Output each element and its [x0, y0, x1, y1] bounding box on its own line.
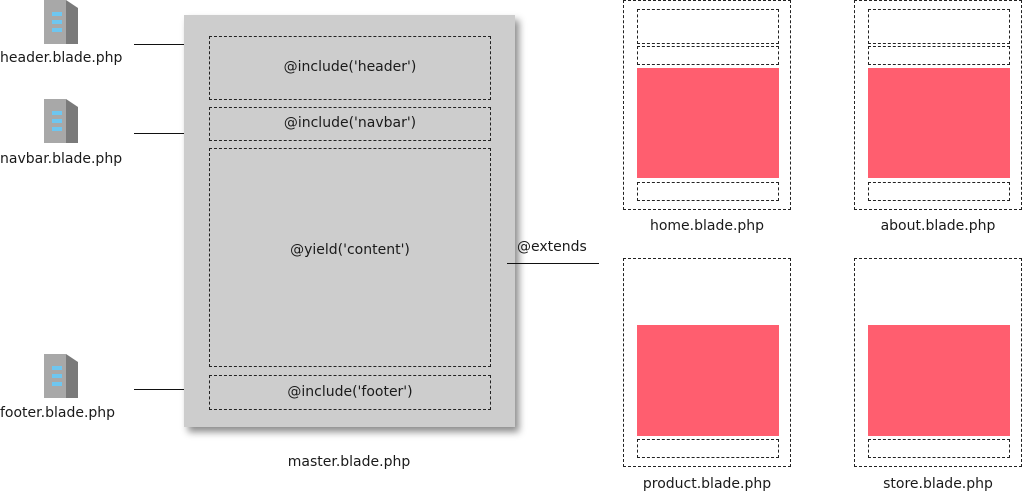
page-header-slot — [868, 9, 1010, 44]
navbar-slot-label: @include('navbar') — [283, 115, 417, 131]
header-connector — [134, 44, 198, 45]
page-header-slot — [637, 9, 779, 44]
home-page-label: home.blade.php — [649, 218, 765, 234]
php-file-icon — [44, 354, 78, 398]
page-footer-slot — [868, 439, 1010, 458]
page-footer-slot — [637, 182, 779, 201]
page-footer-slot — [637, 439, 779, 458]
page-navbar-slot — [868, 46, 1010, 65]
master-layout: @include('header') @include('navbar') @y… — [184, 15, 515, 427]
store-page-label: store.blade.php — [883, 476, 993, 492]
extends-connector — [507, 263, 599, 264]
content-slot-label: @yield('content') — [290, 242, 410, 258]
page-content-block — [868, 68, 1010, 178]
home-page — [623, 0, 791, 210]
footer-connector — [134, 389, 198, 390]
php-file-icon — [44, 0, 78, 44]
about-page-label: about.blade.php — [880, 218, 996, 234]
php-file-icon — [44, 99, 78, 143]
content-slot: @yield('content') — [209, 148, 491, 367]
navbar-slot: @include('navbar') — [209, 107, 491, 141]
header-partial-label: header.blade.php — [0, 50, 123, 66]
footer-slot: @include('footer') — [209, 375, 491, 410]
page-footer-slot — [868, 182, 1010, 201]
page-content-block — [637, 68, 779, 178]
page-navbar-slot — [637, 46, 779, 65]
master-label: master.blade.php — [287, 454, 411, 470]
navbar-partial-label: navbar.blade.php — [0, 151, 123, 167]
footer-slot-label: @include('footer') — [287, 384, 413, 400]
product-page-label: product.blade.php — [642, 476, 772, 492]
page-content-block — [868, 325, 1010, 436]
navbar-connector — [134, 133, 198, 134]
extends-label: @extends — [517, 239, 587, 255]
header-slot-label: @include('header') — [283, 59, 417, 75]
product-page — [623, 258, 791, 467]
store-page — [854, 258, 1022, 467]
header-slot: @include('header') — [209, 36, 491, 100]
page-content-block — [637, 325, 779, 436]
footer-partial-label: footer.blade.php — [0, 405, 116, 421]
about-page — [854, 0, 1022, 210]
